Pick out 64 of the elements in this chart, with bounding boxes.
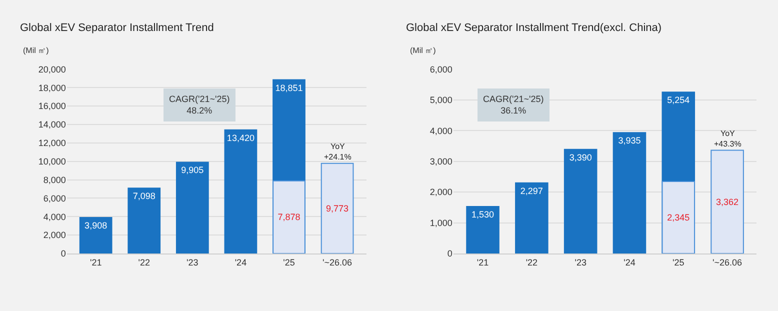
y-tick-label: 18,000 xyxy=(38,82,66,93)
bar xyxy=(466,206,500,254)
data-label: 9,773 xyxy=(326,203,349,214)
data-label: 3,362 xyxy=(716,196,739,207)
chart-title: Global xEV Separator Installment Trend xyxy=(20,22,214,34)
x-tick-label: '21 xyxy=(90,257,102,268)
x-tick-label: '22 xyxy=(526,257,538,268)
y-tick-label: 5,000 xyxy=(430,95,452,106)
x-tick-label: '21 xyxy=(476,257,489,268)
y-tick-label: 20,000 xyxy=(38,64,66,74)
bar xyxy=(515,182,548,254)
bar xyxy=(128,188,161,254)
bar xyxy=(79,216,112,254)
y-tick-label: 4,000 xyxy=(43,212,66,222)
x-tick-label: '25 xyxy=(672,257,684,268)
data-label: 3,390 xyxy=(569,152,592,162)
data-label: 1,530 xyxy=(472,209,494,220)
bar xyxy=(176,162,209,254)
bar xyxy=(320,162,354,254)
data-label: 2,297 xyxy=(520,186,543,196)
y-tick-label: 3,000 xyxy=(430,156,452,166)
data-label: 9,905 xyxy=(181,165,204,176)
x-tick-label: '~26.06 xyxy=(712,257,742,268)
annotation: CAGR('21~'25) 36.1% xyxy=(483,94,544,116)
bar xyxy=(662,180,696,254)
bar xyxy=(224,129,258,254)
x-tick-label: '24 xyxy=(624,257,636,268)
data-label: 7,878 xyxy=(278,212,300,222)
y-tick-label: 16,000 xyxy=(38,101,66,112)
data-label: 2,345 xyxy=(667,212,690,222)
x-tick-label: '23 xyxy=(186,257,198,268)
data-label: 13,420 xyxy=(226,132,254,143)
bar xyxy=(272,180,306,254)
bar xyxy=(710,150,744,254)
annotation: YoY +43.3% xyxy=(714,129,742,148)
data-label: 18,851 xyxy=(275,82,303,93)
annotation: CAGR('21~'25) 48.2% xyxy=(169,94,230,116)
y-axis-title: (Mil ㎡) xyxy=(410,46,436,55)
data-label: 3,935 xyxy=(618,136,641,146)
data-label: 7,098 xyxy=(132,191,156,202)
x-tick-label: '23 xyxy=(574,257,586,268)
y-tick-label: 10,000 xyxy=(38,156,66,166)
data-label: 3,908 xyxy=(84,220,108,230)
bar xyxy=(612,132,646,254)
x-tick-label: '~26.06 xyxy=(322,257,352,268)
y-axis-title: (Mil ㎡) xyxy=(23,46,50,55)
chart-title: Global xEV Separator Installment Trend(excl. China) xyxy=(406,22,662,34)
bar xyxy=(564,148,598,254)
data-label: 5,254 xyxy=(667,95,690,106)
y-tick-label: 0 xyxy=(60,248,66,259)
y-tick-label: 4,000 xyxy=(430,126,452,136)
y-tick-label: 8,000 xyxy=(43,174,66,185)
y-tick-label: 0 xyxy=(447,248,452,259)
y-tick-label: 6,000 xyxy=(430,64,452,74)
x-tick-label: '25 xyxy=(283,257,295,268)
y-tick-label: 12,000 xyxy=(38,138,66,148)
y-tick-label: 2,000 xyxy=(430,187,452,198)
y-tick-label: 14,000 xyxy=(38,120,66,130)
y-tick-label: 6,000 xyxy=(43,193,66,204)
y-tick-label: 1,000 xyxy=(430,218,452,228)
annotation: YoY +24.1% xyxy=(324,142,352,162)
y-tick-label: 2,000 xyxy=(43,230,66,240)
x-tick-label: '22 xyxy=(138,257,150,268)
x-tick-label: '24 xyxy=(234,257,247,268)
